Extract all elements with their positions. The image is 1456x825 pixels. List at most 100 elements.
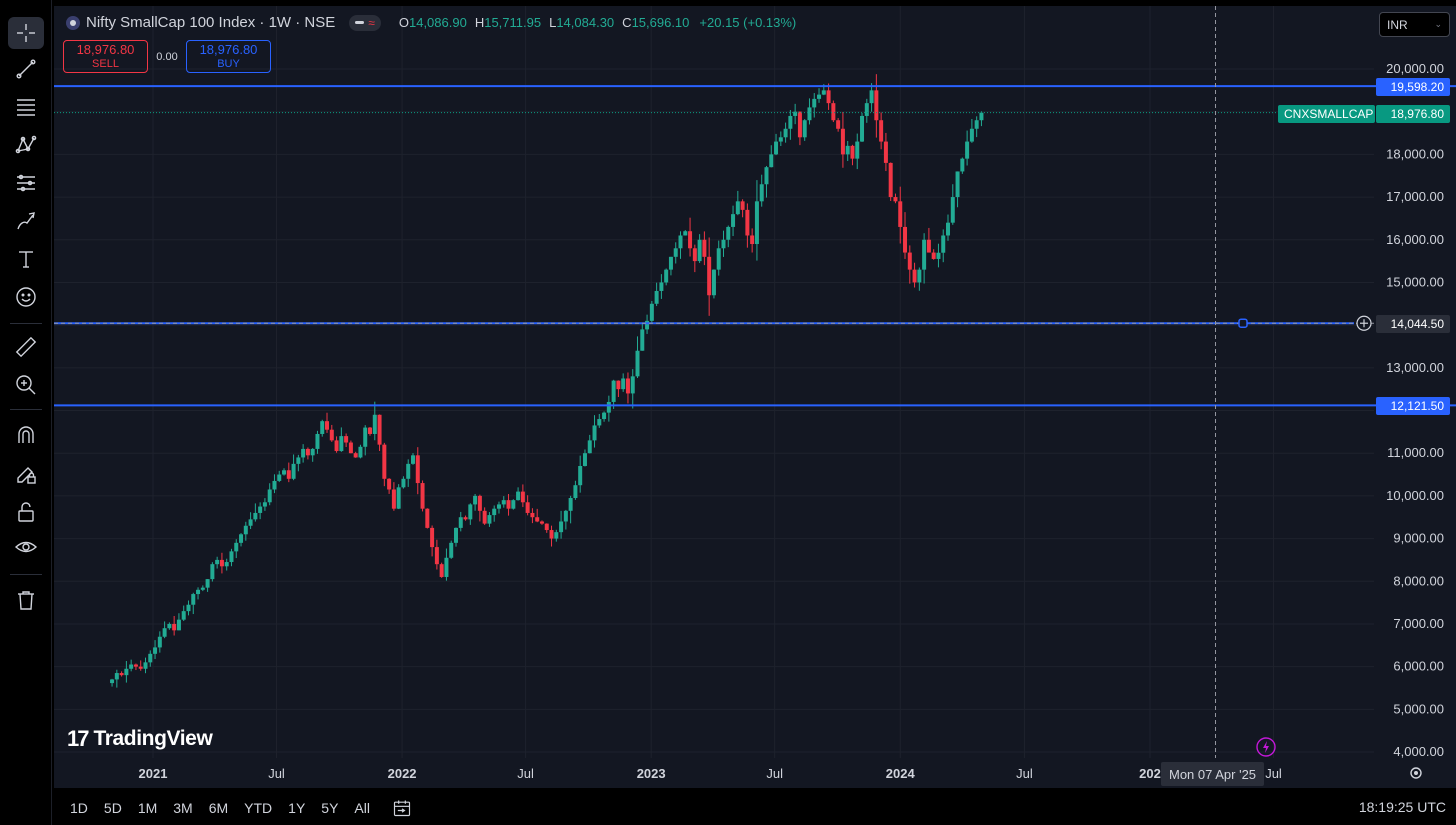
symbol-logo-icon xyxy=(66,15,80,30)
range-1m[interactable]: 1M xyxy=(137,799,158,816)
candle-body xyxy=(406,463,411,479)
indicator-toggle-pill[interactable]: ≈ xyxy=(349,14,381,31)
unlock-icon[interactable] xyxy=(8,496,44,528)
candle-body xyxy=(726,226,731,240)
eye-icon[interactable] xyxy=(8,531,44,563)
candle-body xyxy=(587,440,592,454)
candle-body xyxy=(783,128,788,138)
candle-body xyxy=(114,673,119,680)
range-5d[interactable]: 5D xyxy=(103,799,122,816)
candle-body xyxy=(611,380,616,402)
candle-body xyxy=(917,269,922,283)
candle-body xyxy=(616,380,621,390)
ohlc-readout: O14,086.90 H15,711.95 L14,084.30 C15,696… xyxy=(398,15,797,30)
candle-body xyxy=(434,547,439,565)
crosshair-icon[interactable] xyxy=(8,17,44,49)
candle-body xyxy=(668,256,673,270)
range-3m[interactable]: 3M xyxy=(173,799,193,816)
currency-select[interactable]: INR ⌄ xyxy=(1379,12,1450,37)
chart-canvas[interactable]: 20,000.00 18,000.00 17,000.00 16,000.00 15,0… xyxy=(54,6,1456,788)
range-5y[interactable]: 5Y xyxy=(321,799,339,816)
candle-body xyxy=(554,532,559,539)
candle-body xyxy=(176,619,181,631)
range-1y[interactable]: 1Y xyxy=(288,799,306,816)
candle-body xyxy=(649,303,654,321)
candle-body xyxy=(296,457,301,464)
utc-clock[interactable]: 18:19:25 UTC xyxy=(1358,799,1446,815)
emoji-icon[interactable] xyxy=(8,281,44,313)
candle-body xyxy=(745,209,750,236)
candle-body xyxy=(191,594,196,605)
sell-button[interactable]: 18,976.80 SELL xyxy=(63,40,148,73)
candle-body xyxy=(110,679,115,684)
text-icon[interactable] xyxy=(8,243,44,275)
candle-body xyxy=(119,673,124,676)
sell-price: 18,976.80 xyxy=(76,41,135,57)
candle-body xyxy=(879,120,884,142)
fib-retracement-icon[interactable] xyxy=(8,91,44,123)
chart-background xyxy=(54,6,1456,788)
symbol-title[interactable]: Nifty SmallCap 100 Index · 1W · NSE xyxy=(86,14,336,31)
buy-button[interactable]: 18,976.80 BUY xyxy=(186,40,271,73)
lock-drawing-icon[interactable] xyxy=(8,458,44,490)
candle-body xyxy=(473,495,478,505)
range-6m[interactable]: 6M xyxy=(208,799,229,816)
candle-body xyxy=(492,508,497,516)
candle-body xyxy=(602,412,607,420)
hline-label-resistance: 19,598.20 xyxy=(1376,78,1450,96)
candle-body xyxy=(463,517,468,520)
candle-body xyxy=(735,201,740,215)
time-tick-label: Jul xyxy=(268,766,285,781)
candle-body xyxy=(702,239,707,257)
candle-body xyxy=(578,465,583,486)
hline-label-crosshair: 14,044.50 xyxy=(1376,315,1450,333)
candle-body xyxy=(430,527,435,548)
candle-body xyxy=(573,485,578,499)
forecast-icon[interactable] xyxy=(8,167,44,199)
candle-body xyxy=(774,141,779,155)
candle-body xyxy=(807,107,812,121)
candle-body xyxy=(353,453,358,458)
candle-body xyxy=(855,141,860,159)
ruler-icon[interactable] xyxy=(8,331,44,363)
candle-body xyxy=(750,235,755,245)
time-tick-label: Jul xyxy=(1265,766,1282,781)
candle-body xyxy=(181,611,186,620)
candle-body xyxy=(635,350,640,377)
axis-settings-icon xyxy=(1410,767,1422,779)
time-tick-label: 2023 xyxy=(637,766,666,781)
candle-body xyxy=(334,440,339,452)
line-handle xyxy=(1238,318,1248,328)
candle-body xyxy=(253,512,258,520)
pattern-icon[interactable] xyxy=(8,129,44,161)
price-tick-label: 18,000.00 xyxy=(1386,146,1444,161)
axis-settings-center xyxy=(1414,771,1418,775)
candle-body xyxy=(826,90,831,104)
candle-body xyxy=(205,579,210,588)
candle-body xyxy=(425,508,430,528)
zoom-in-icon[interactable] xyxy=(8,369,44,401)
trend-line-icon[interactable] xyxy=(8,53,44,85)
magnet-icon[interactable] xyxy=(8,419,44,451)
candle-body xyxy=(363,427,368,447)
trash-icon[interactable] xyxy=(8,584,44,616)
candle-body xyxy=(912,269,917,283)
candle-body xyxy=(817,94,822,99)
candle-body xyxy=(258,506,263,513)
candle-body xyxy=(625,378,630,394)
range-all[interactable]: All xyxy=(354,799,370,816)
range-1d[interactable]: 1D xyxy=(70,799,88,816)
crosshair-date-label: Mon 07 Apr '25 xyxy=(1161,762,1265,786)
candle-body xyxy=(468,504,473,520)
brush-icon[interactable] xyxy=(8,205,44,237)
chart-panel[interactable]: 20,000.00 18,000.00 17,000.00 16,000.00 15,0… xyxy=(54,6,1456,788)
range-ytd[interactable]: YTD xyxy=(244,799,273,816)
candle-body xyxy=(716,248,721,270)
candle-body xyxy=(850,145,855,159)
candle-body xyxy=(277,474,282,481)
calendar-icon[interactable] xyxy=(390,796,414,820)
candle-body xyxy=(950,197,955,223)
candle-body xyxy=(831,103,836,121)
candle-body xyxy=(721,239,726,249)
candle-body xyxy=(974,120,979,129)
